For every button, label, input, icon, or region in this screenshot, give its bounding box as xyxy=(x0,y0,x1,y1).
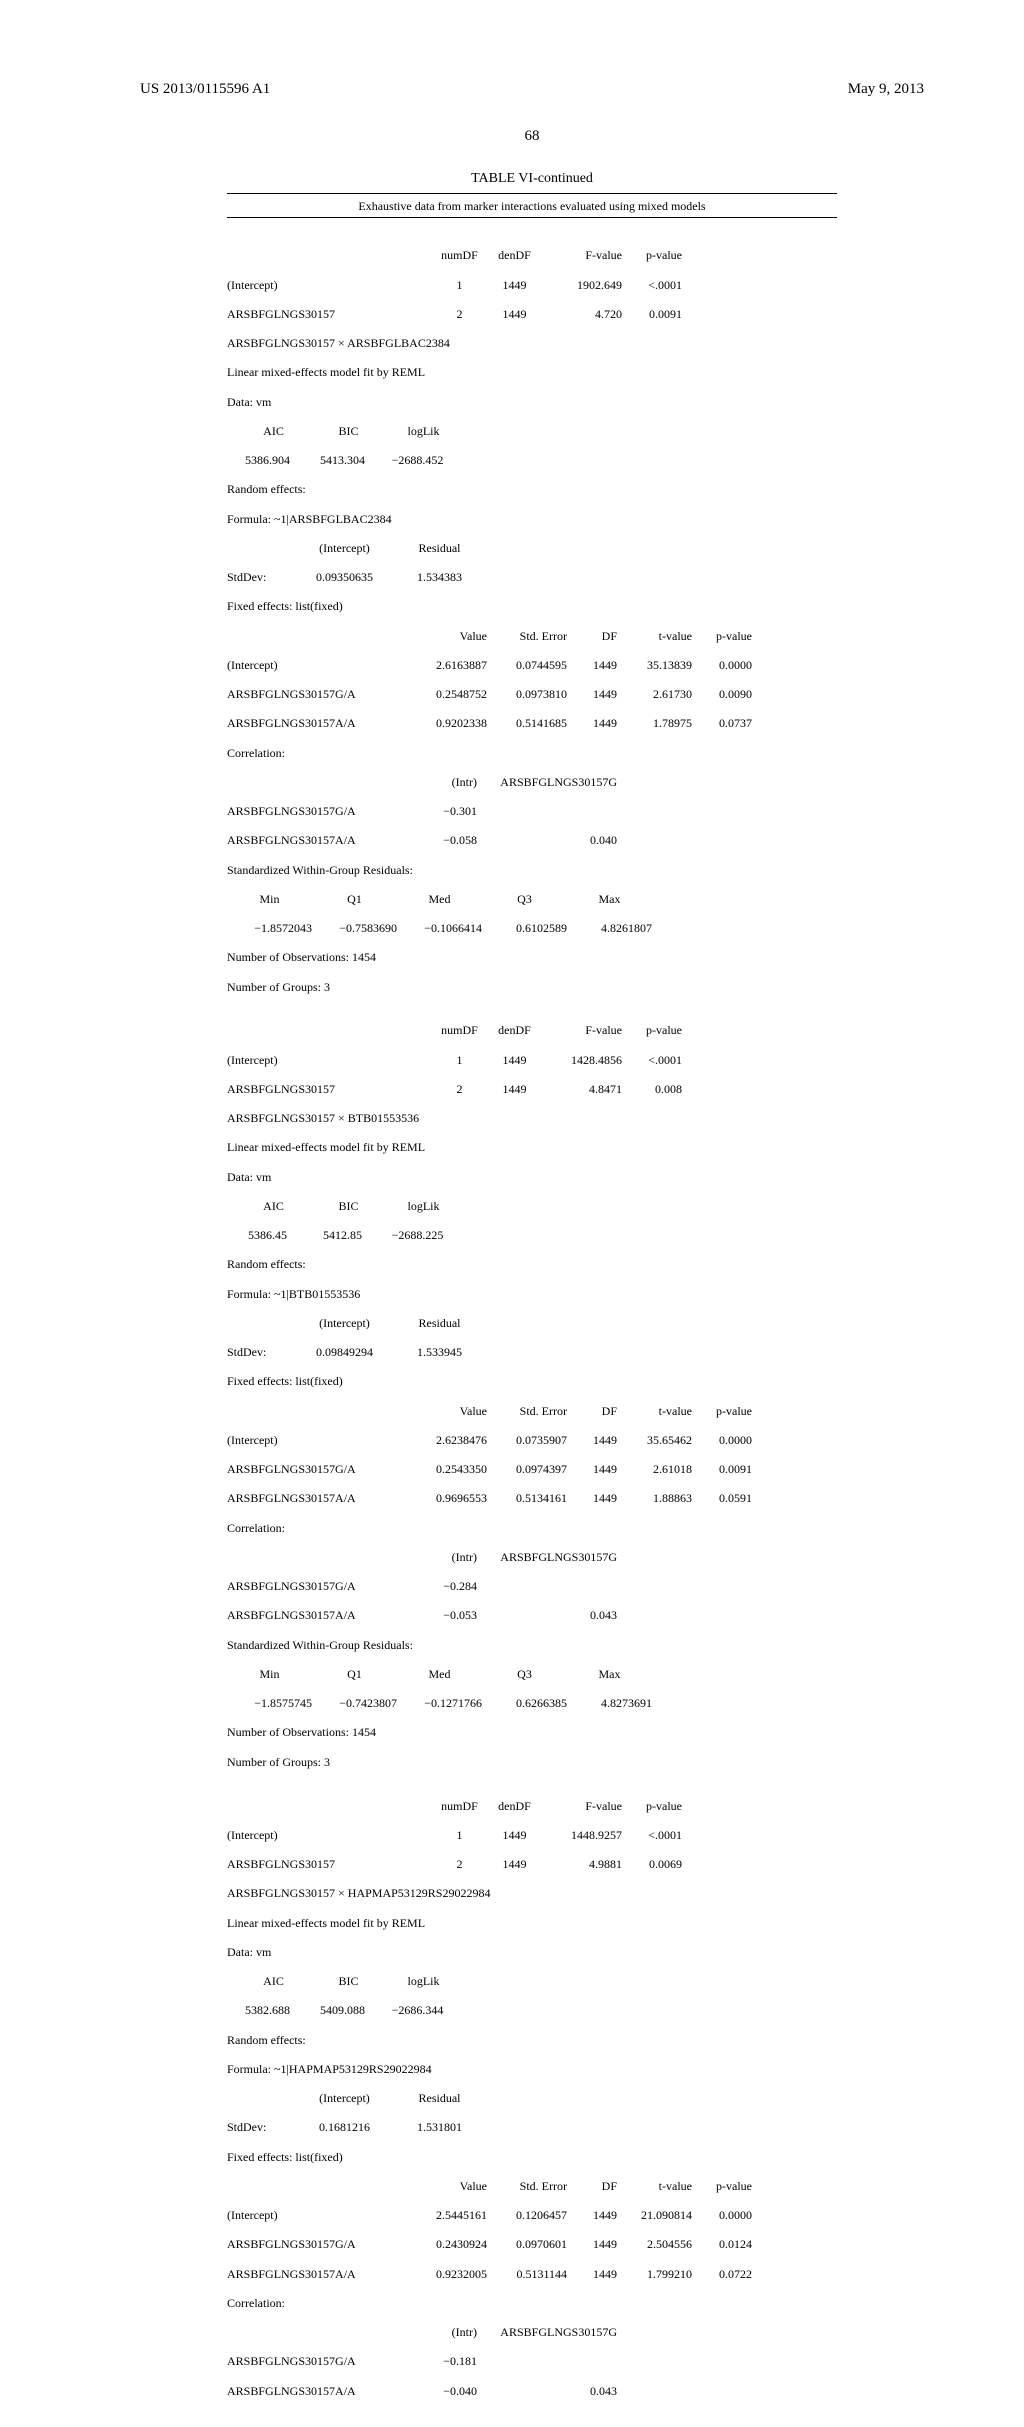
anova-row: ARSBFGLNGS30157214494.98810.0069 xyxy=(227,1857,837,1872)
interaction-line: ARSBFGLNGS30157 × ARSBFGLBAC2384 xyxy=(227,336,837,351)
fixed-header: ValueStd. ErrorDFt-valuep-value xyxy=(227,629,837,644)
corr-row: ARSBFGLNGS30157G/A−0.284 xyxy=(227,1579,837,1594)
random-effects: Random effects: xyxy=(227,1257,837,1272)
fixed-effects: Fixed effects: list(fixed) xyxy=(227,1374,837,1389)
formula-line: Formula: ~1|ARSBFGLBAC2384 xyxy=(227,512,837,527)
aic-values: 5382.6885409.088−2686.344 xyxy=(227,2003,837,2018)
corr-row: ARSBFGLNGS30157G/A−0.181 xyxy=(227,2354,837,2369)
correlation: Correlation: xyxy=(227,746,837,761)
resid-header: MinQ1MedQ3Max xyxy=(227,1667,837,1682)
corr-header: (Intr)ARSBFGLNGS30157G xyxy=(227,775,837,790)
rule xyxy=(227,193,837,194)
patent-date: May 9, 2013 xyxy=(848,80,924,99)
fixed-row: (Intercept)2.62384760.0735907144935.6546… xyxy=(227,1433,837,1448)
data-line: Data: vm xyxy=(227,1945,837,1960)
correlation: Correlation: xyxy=(227,1521,837,1536)
rule xyxy=(227,217,837,218)
random-effects: Random effects: xyxy=(227,482,837,497)
fixed-row: ARSBFGLNGS30157A/A0.96965530.51341611449… xyxy=(227,1491,837,1506)
n-grp: Number of Groups: 3 xyxy=(227,980,837,995)
fixed-row: ARSBFGLNGS30157G/A0.25433500.09743971449… xyxy=(227,1462,837,1477)
interaction-line: ARSBFGLNGS30157 × HAPMAP53129RS29022984 xyxy=(227,1886,837,1901)
aic-header: AICBIClogLik xyxy=(227,1199,837,1214)
resid-header: MinQ1MedQ3Max xyxy=(227,892,837,907)
formula-line: Formula: ~1|HAPMAP53129RS29022984 xyxy=(227,2062,837,2077)
fixed-effects: Fixed effects: list(fixed) xyxy=(227,599,837,614)
aic-header: AICBIClogLik xyxy=(227,424,837,439)
data-line: Data: vm xyxy=(227,395,837,410)
table-container: TABLE VI-continued Exhaustive data from … xyxy=(227,170,837,2427)
anova-row: (Intercept)114491902.649<.0001 xyxy=(227,278,837,293)
model-fit-line: Linear mixed-effects model fit by REML xyxy=(227,365,837,380)
patent-page: US 2013/0115596 A1 May 9, 2013 68 TABLE … xyxy=(0,0,1024,1320)
model-fit-line: Linear mixed-effects model fit by REML xyxy=(227,1916,837,1931)
std-resid: Standardized Within-Group Residuals: xyxy=(227,863,837,878)
model-fit-line: Linear mixed-effects model fit by REML xyxy=(227,1140,837,1155)
fixed-header: ValueStd. ErrorDFt-valuep-value xyxy=(227,1404,837,1419)
fixed-row: ARSBFGLNGS30157A/A0.92023380.51416851449… xyxy=(227,716,837,731)
table-caption: Exhaustive data from marker interactions… xyxy=(227,195,837,216)
stddev-row: StdDev:0.093506351.534383 xyxy=(227,570,837,585)
random-effects: Random effects: xyxy=(227,2033,837,2048)
data-line: Data: vm xyxy=(227,1170,837,1185)
anova-header: numDFdenDFF-valuep-value xyxy=(227,1023,837,1038)
stddev-header: (Intercept)Residual xyxy=(227,541,837,556)
std-resid: Standardized Within-Group Residuals: xyxy=(227,1638,837,1653)
corr-row: ARSBFGLNGS30157A/A−0.0530.043 xyxy=(227,1608,837,1623)
interaction-line: ARSBFGLNGS30157 × BTB01553536 xyxy=(227,1111,837,1126)
fixed-row: ARSBFGLNGS30157G/A0.25487520.09738101449… xyxy=(227,687,837,702)
corr-row: ARSBFGLNGS30157A/A−0.0580.040 xyxy=(227,833,837,848)
anova-header: numDFdenDFF-valuep-value xyxy=(227,1799,837,1814)
fixed-effects: Fixed effects: list(fixed) xyxy=(227,2150,837,2165)
n-obs: Number of Observations: 1454 xyxy=(227,950,837,965)
fixed-header: ValueStd. ErrorDFt-valuep-value xyxy=(227,2179,837,2194)
anova-header: numDFdenDFF-valuep-value xyxy=(227,248,837,263)
anova-row: (Intercept)114491448.9257<.0001 xyxy=(227,1828,837,1843)
formula-line: Formula: ~1|BTB01553536 xyxy=(227,1287,837,1302)
stddev-header: (Intercept)Residual xyxy=(227,1316,837,1331)
aic-header: AICBIClogLik xyxy=(227,1974,837,1989)
anova-row: ARSBFGLNGS30157214494.7200.0091 xyxy=(227,307,837,322)
aic-values: 5386.455412.85−2688.225 xyxy=(227,1228,837,1243)
resid-values: −1.8572043−0.7583690−0.10664140.61025894… xyxy=(227,921,837,936)
corr-row: ARSBFGLNGS30157A/A−0.0400.043 xyxy=(227,2384,837,2399)
corr-header: (Intr)ARSBFGLNGS30157G xyxy=(227,2325,837,2340)
stddev-header: (Intercept)Residual xyxy=(227,2091,837,2106)
fixed-row: (Intercept)2.54451610.1206457144921.0908… xyxy=(227,2208,837,2223)
fixed-row: ARSBFGLNGS30157G/A0.24309240.09706011449… xyxy=(227,2237,837,2252)
page-header: US 2013/0115596 A1 May 9, 2013 xyxy=(140,80,924,99)
fixed-row: ARSBFGLNGS30157A/A0.92320050.51311441449… xyxy=(227,2267,837,2282)
anova-row: (Intercept)114491428.4856<.0001 xyxy=(227,1053,837,1068)
table-title: TABLE VI-continued xyxy=(227,170,837,188)
stddev-row: StdDev:0.098492941.533945 xyxy=(227,1345,837,1360)
page-number: 68 xyxy=(140,127,924,146)
anova-row: ARSBFGLNGS30157214494.84710.008 xyxy=(227,1082,837,1097)
n-grp: Number of Groups: 3 xyxy=(227,1755,837,1770)
correlation: Correlation: xyxy=(227,2296,837,2311)
corr-row: ARSBFGLNGS30157G/A−0.301 xyxy=(227,804,837,819)
stat-body: numDFdenDFF-valuep-value (Intercept)1144… xyxy=(227,219,837,2427)
corr-header: (Intr)ARSBFGLNGS30157G xyxy=(227,1550,837,1565)
patent-number: US 2013/0115596 A1 xyxy=(140,80,270,99)
aic-values: 5386.9045413.304−2688.452 xyxy=(227,453,837,468)
resid-values: −1.8575745−0.7423807−0.12717660.62663854… xyxy=(227,1696,837,1711)
fixed-row: (Intercept)2.61638870.0744595144935.1383… xyxy=(227,658,837,673)
n-obs: Number of Observations: 1454 xyxy=(227,1725,837,1740)
stddev-row: StdDev:0.16812161.531801 xyxy=(227,2120,837,2135)
